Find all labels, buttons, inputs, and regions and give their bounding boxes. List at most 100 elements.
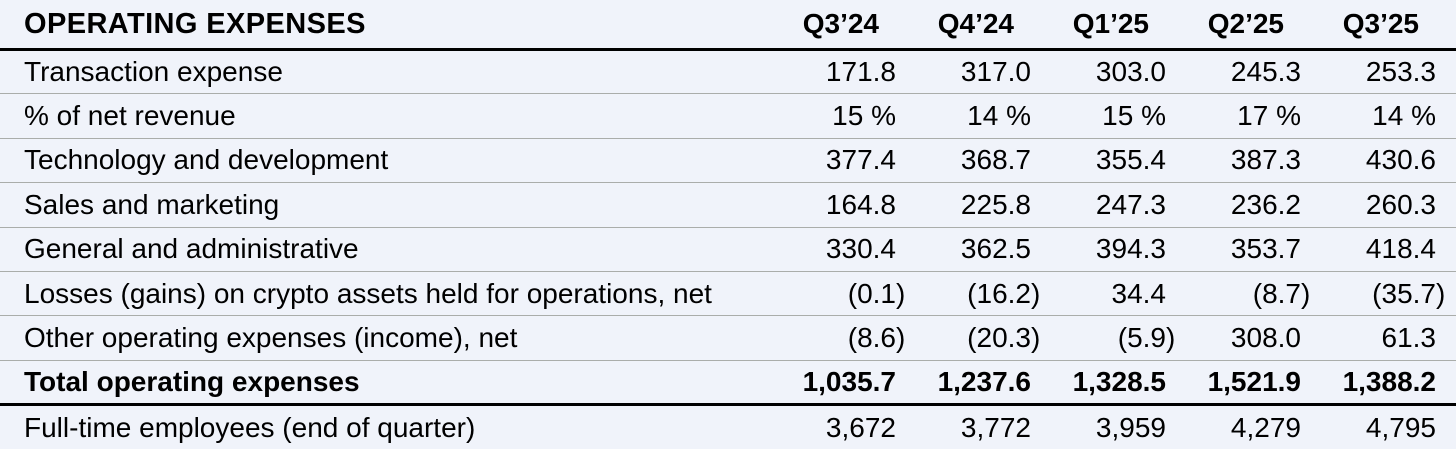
table-header: OPERATING EXPENSES Q3’24 Q4’24 Q1’25 Q2’25 Q… [0, 0, 1456, 51]
cell-value: 225.8 [916, 182, 1051, 228]
table-row: Total operating expenses 1,035.7 1,237.6 1,… [0, 360, 1456, 407]
cell-value: 4,795 [1321, 405, 1456, 449]
cell-number: 236.2 [1230, 188, 1301, 220]
cell-value: 418.4 [1321, 227, 1456, 272]
cell-value: 61.3 [1321, 315, 1456, 361]
table-body: Transaction expense 171.8 317.0 303.0 245.3 2… [0, 49, 1456, 449]
cell-value: 245.3 [1186, 49, 1321, 95]
table-title: OPERATING EXPENSES [0, 0, 781, 51]
cell-number: 1,521.9 [1207, 365, 1301, 397]
cell-number: 14 % [1372, 100, 1436, 132]
cell-number: (16.2 [967, 277, 1031, 309]
cell-number: (5.9 [1117, 321, 1166, 353]
cell-value: 353.7 [1186, 227, 1321, 272]
cell-suffix: ) [1031, 277, 1041, 309]
cell-value: 4,279 [1186, 405, 1321, 449]
cell-number: 15 % [1102, 100, 1166, 132]
row-label: Transaction expense [0, 49, 781, 95]
cell-number: 418.4 [1365, 233, 1436, 265]
cell-value: 164.8 [781, 182, 916, 228]
row-label: Sales and marketing [0, 182, 781, 228]
cell-value: 303.0 [1051, 49, 1186, 95]
cell-value: 394.3 [1051, 227, 1186, 272]
cell-number: 34.4 [1111, 277, 1167, 309]
cell-value: 387.3 [1186, 138, 1321, 184]
column-header: Q1’25 [1051, 0, 1186, 51]
cell-number: (8.6 [847, 321, 896, 353]
cell-number: 387.3 [1230, 144, 1301, 176]
column-header-label: Q3’24 [802, 8, 879, 39]
cell-number: (0.1 [847, 277, 896, 309]
cell-value: (16.2) [916, 271, 1051, 317]
cell-number: (20.3 [967, 321, 1031, 353]
cell-number: 303.0 [1095, 56, 1166, 88]
cell-value: 14 % [1321, 93, 1456, 139]
cell-number: 3,672 [825, 411, 896, 443]
cell-value: (5.9) [1051, 315, 1186, 361]
cell-number: 430.6 [1365, 144, 1436, 176]
table-row: General and administrative 330.4 362.5 394.… [0, 227, 1456, 272]
cell-number: 317.0 [960, 56, 1031, 88]
table-row: Technology and development 377.4 368.7 355.… [0, 138, 1456, 184]
cell-value: 15 % [1051, 93, 1186, 139]
cell-value: (20.3) [916, 315, 1051, 361]
cell-number: 308.0 [1230, 321, 1301, 353]
cell-number: 164.8 [825, 188, 896, 220]
cell-value: 236.2 [1186, 182, 1321, 228]
cell-number: 247.3 [1095, 188, 1166, 220]
cell-number: 245.3 [1230, 56, 1301, 88]
cell-number: (35.7 [1372, 277, 1436, 309]
cell-number: 3,772 [960, 411, 1031, 443]
cell-value: 3,959 [1051, 405, 1186, 449]
cell-number: 353.7 [1230, 233, 1301, 265]
header-row: OPERATING EXPENSES Q3’24 Q4’24 Q1’25 Q2’25 Q… [0, 0, 1456, 51]
cell-value: 1,035.7 [781, 360, 916, 407]
cell-number: 377.4 [825, 144, 896, 176]
row-label: Other operating expenses (income), net [0, 315, 781, 361]
cell-value: 317.0 [916, 49, 1051, 95]
cell-number: 253.3 [1365, 56, 1436, 88]
cell-value: 171.8 [781, 49, 916, 95]
cell-value: (8.7) [1186, 271, 1321, 317]
cell-value: 14 % [916, 93, 1051, 139]
row-label: Total operating expenses [0, 360, 781, 407]
cell-number: 1,035.7 [802, 365, 896, 397]
cell-value: 1,388.2 [1321, 360, 1456, 407]
cell-number: 260.3 [1365, 188, 1436, 220]
table-row: Losses (gains) on crypto assets held for… [0, 271, 1456, 317]
cell-value: 308.0 [1186, 315, 1321, 361]
cell-number: 14 % [967, 100, 1031, 132]
cell-value: 377.4 [781, 138, 916, 184]
cell-value: 34.4 [1051, 271, 1186, 317]
cell-value: (8.6) [781, 315, 916, 361]
cell-number: 171.8 [825, 56, 896, 88]
cell-number: 1,237.6 [937, 365, 1031, 397]
cell-value: 430.6 [1321, 138, 1456, 184]
table-row: Full-time employees (end of quarter) 3,67… [0, 405, 1456, 449]
cell-number: 3,959 [1095, 411, 1166, 443]
table-row: % of net revenue 15 % 14 % 15 % 17 % 14 % [0, 93, 1456, 139]
cell-number: 61.3 [1381, 321, 1437, 353]
column-header: Q3’25 [1321, 0, 1456, 51]
row-label: Full-time employees (end of quarter) [24, 411, 476, 443]
cell-number: 225.8 [960, 188, 1031, 220]
cell-value: 247.3 [1051, 182, 1186, 228]
cell-value: 15 % [781, 93, 916, 139]
cell-value: (35.7) [1321, 271, 1456, 317]
row-label: General and administrative [0, 227, 781, 272]
cell-value: 362.5 [916, 227, 1051, 272]
row-label: % of net revenue [0, 93, 781, 139]
cell-value: 1,328.5 [1051, 360, 1186, 407]
row-label: Losses (gains) on crypto assets held for… [0, 271, 781, 317]
cell-number: 355.4 [1095, 144, 1166, 176]
cell-value: 253.3 [1321, 49, 1456, 95]
cell-suffix: ) [1166, 321, 1176, 353]
cell-value: 1,237.6 [916, 360, 1051, 407]
cell-value: 3,772 [916, 405, 1051, 449]
column-header-label: Q2’25 [1207, 8, 1284, 39]
column-header-label: Q3’25 [1342, 8, 1419, 39]
column-header: Q3’24 [781, 0, 916, 51]
cell-number: 368.7 [960, 144, 1031, 176]
cell-suffix: ) [1301, 277, 1311, 309]
